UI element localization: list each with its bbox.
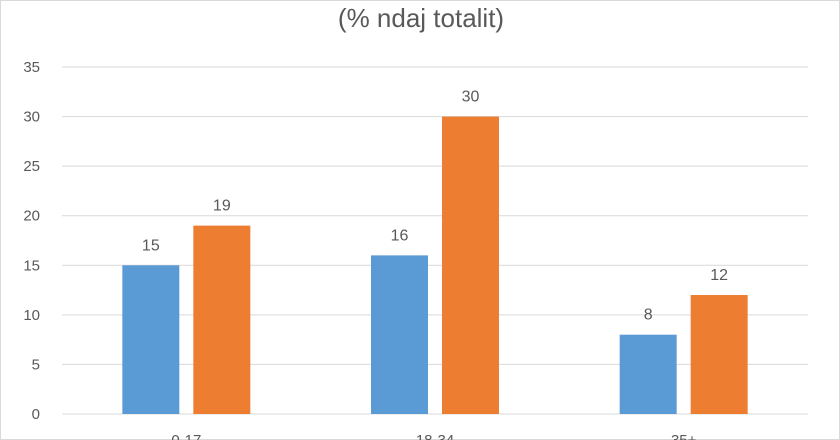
bar: [690, 295, 748, 414]
y-tick-label: 15: [23, 257, 40, 274]
bar: [122, 265, 180, 414]
y-tick-label: 5: [32, 356, 40, 373]
y-tick-label: 0: [32, 406, 40, 423]
data-label: 8: [644, 307, 653, 324]
bar: [193, 225, 251, 414]
data-label: 12: [710, 267, 728, 284]
x-category-label: 0-17: [171, 432, 201, 440]
y-tick-label: 25: [23, 158, 40, 175]
bar: [442, 116, 499, 415]
data-label: 19: [213, 198, 231, 215]
data-label: 16: [391, 227, 409, 244]
y-tick-label: 10: [23, 307, 40, 324]
x-category-label: 35+: [671, 432, 697, 440]
chart-title: (% ndaj totalit): [337, 3, 505, 33]
y-tick-label: 35: [23, 59, 40, 76]
bar: [619, 334, 677, 414]
data-label: 15: [142, 237, 160, 254]
y-tick-label: 30: [23, 109, 40, 126]
x-category-label: 18-34: [416, 432, 454, 440]
data-label: 30: [462, 89, 480, 106]
y-tick-label: 20: [23, 208, 40, 225]
bar: [371, 255, 428, 414]
